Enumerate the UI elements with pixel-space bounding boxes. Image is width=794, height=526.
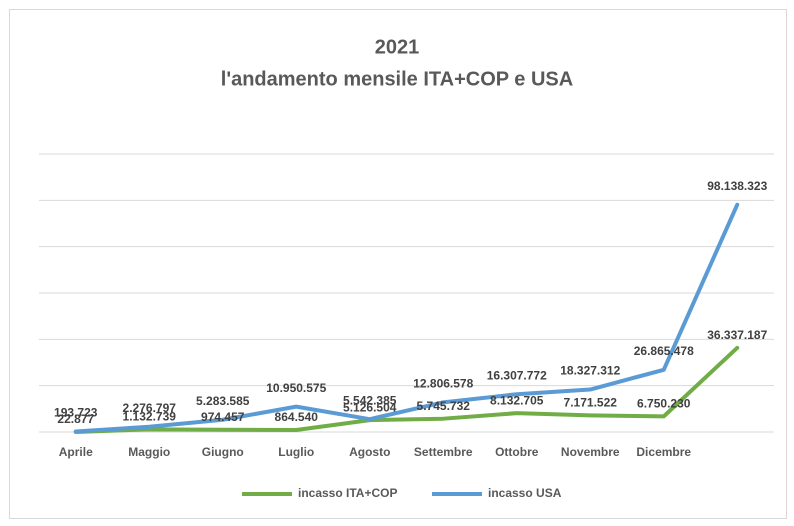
x-tick-label: Novembre xyxy=(561,445,620,459)
data-label: 7.171.522 xyxy=(564,396,618,410)
x-tick-label: Giugno xyxy=(202,445,244,459)
x-tick-label: Agosto xyxy=(349,445,390,459)
data-label: 12.806.578 xyxy=(413,377,473,391)
data-label: 98.138.323 xyxy=(707,179,767,193)
x-tick-label: Maggio xyxy=(128,445,170,459)
x-tick-label: Settembre xyxy=(414,445,473,459)
legend-label: incasso USA xyxy=(488,486,562,500)
data-label: 5.745.732 xyxy=(417,399,471,413)
x-tick-label: Ottobre xyxy=(495,445,539,459)
data-label: 864.540 xyxy=(275,410,319,424)
chart-title: 2021 xyxy=(375,36,420,58)
data-label: 1.132.739 xyxy=(123,410,177,424)
legend-label: incasso ITA+COP xyxy=(298,486,397,500)
x-tick-label: Luglio xyxy=(278,445,314,459)
data-label: 5.542.385 xyxy=(343,393,397,407)
data-label: 22.877 xyxy=(57,412,94,426)
data-label: 5.126.504 xyxy=(343,400,397,414)
data-label: 193.723 xyxy=(54,406,98,420)
x-tick-label: Aprile xyxy=(59,445,93,459)
data-label: 5.283.585 xyxy=(196,394,250,408)
chart-border xyxy=(9,9,787,519)
data-label: 2.276.797 xyxy=(123,401,177,415)
data-label: 18.327.312 xyxy=(560,364,620,378)
data-label: 10.950.575 xyxy=(266,381,326,395)
data-label: 974.457 xyxy=(201,410,245,424)
chart-subtitle: l'andamento mensile ITA+COP e USA xyxy=(221,68,573,90)
data-label: 26.865.478 xyxy=(634,344,694,358)
x-tick-label: Dicembre xyxy=(636,445,691,459)
data-label: 16.307.772 xyxy=(487,368,547,382)
data-label: 36.337.187 xyxy=(707,328,767,342)
series-line xyxy=(73,202,740,434)
data-label: 8.132.705 xyxy=(490,393,544,407)
series-line xyxy=(73,345,740,434)
data-label: 6.750.230 xyxy=(637,397,691,411)
